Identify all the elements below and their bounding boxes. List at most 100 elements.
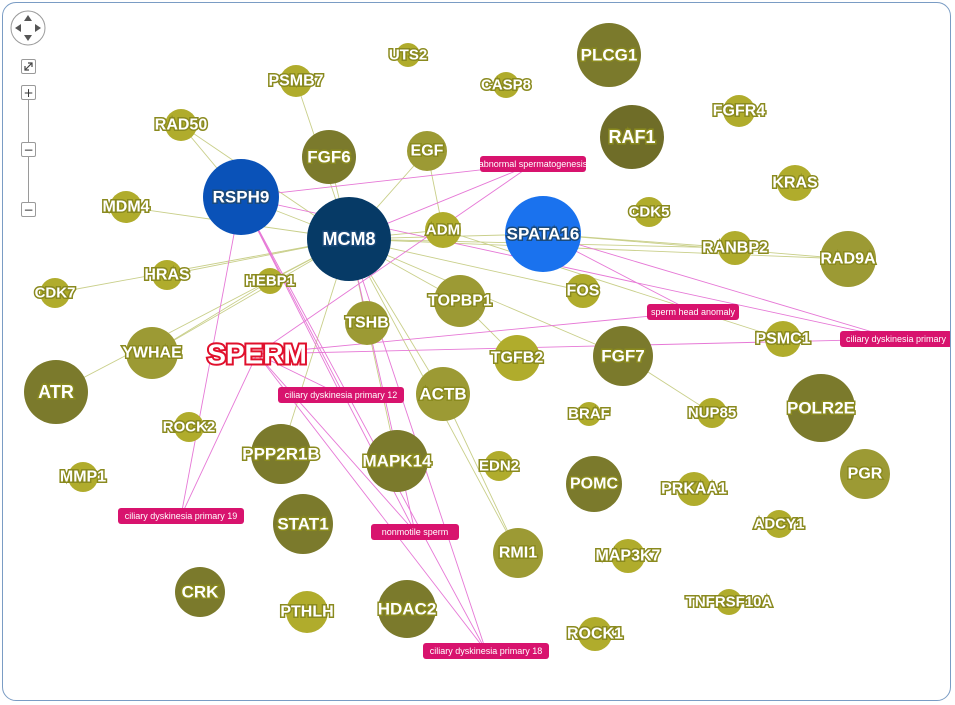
- node-circle: [484, 451, 514, 481]
- gene-node-topbp1[interactable]: TOPBP1: [427, 275, 493, 327]
- gene-node-braf[interactable]: BRAF: [567, 402, 611, 426]
- gene-node-actb[interactable]: ACTB: [416, 367, 470, 421]
- node-circle: [840, 449, 890, 499]
- gene-node-ranbp2[interactable]: RANBP2: [701, 231, 769, 265]
- node-label: HEBP1: [245, 273, 295, 290]
- phenotype-node-nonmotile-sperm[interactable]: nonmotile sperm: [371, 524, 459, 540]
- gene-node-fgfr4[interactable]: FGFR4: [711, 95, 767, 127]
- gene-node-tnfrsf10a[interactable]: TNFRSF10A: [684, 589, 774, 615]
- phenotype-box: [840, 331, 950, 347]
- node-circle: [765, 321, 801, 357]
- gene-node-pomc[interactable]: POMC: [566, 456, 622, 512]
- gene-node-plcg1[interactable]: PLCG1: [577, 23, 641, 87]
- node-circle: [493, 528, 543, 578]
- gene-node-crk[interactable]: CRK: [175, 567, 225, 617]
- gene-node-ywhae[interactable]: YWHAE: [121, 327, 184, 379]
- hub-node-rsph9[interactable]: RSPH9: [203, 159, 279, 235]
- node-label: CDK5: [629, 204, 670, 221]
- gene-node-rad9a[interactable]: RAD9A: [819, 231, 878, 287]
- gene-node-edn2[interactable]: EDN2: [477, 451, 521, 481]
- gene-node-psmc1[interactable]: PSMC1: [754, 321, 812, 357]
- gene-node-kras[interactable]: KRAS: [771, 165, 819, 201]
- gene-node-tgfb2[interactable]: TGFB2: [489, 335, 545, 381]
- phenotype-edge: [256, 353, 416, 533]
- gene-node-rad50[interactable]: RAD50: [153, 109, 209, 141]
- zoom-out-button[interactable]: −: [21, 202, 36, 217]
- gene-node-fgf6[interactable]: FGF6: [302, 130, 356, 184]
- gene-node-tshb[interactable]: TSHB: [344, 301, 390, 345]
- gene-node-map3k7[interactable]: MAP3K7: [594, 539, 662, 573]
- gene-node-hebp1[interactable]: HEBP1: [243, 268, 297, 294]
- phenotype-label: nonmotile sperm: [382, 527, 449, 537]
- node-circle: [434, 275, 486, 327]
- node-label: CASP8: [481, 77, 531, 94]
- gene-node-mapk14[interactable]: MAPK14: [361, 430, 434, 492]
- gene-node-hras[interactable]: HRAS: [143, 260, 191, 290]
- node-label: PLCG1: [581, 46, 638, 65]
- gene-node-cdk5[interactable]: CDK5: [627, 197, 671, 227]
- gene-node-nup85[interactable]: NUP85: [686, 398, 738, 428]
- pan-arrows-icon[interactable]: [10, 10, 46, 46]
- node-circle: [723, 95, 755, 127]
- fit-to-screen-button[interactable]: [21, 59, 36, 74]
- phenotype-edge: [256, 353, 487, 652]
- node-label: RAF1: [608, 127, 655, 147]
- gene-node-raf1[interactable]: RAF1: [600, 105, 664, 169]
- gene-node-egf[interactable]: EGF: [407, 131, 447, 171]
- query-term-sperm[interactable]: SPERM: [205, 337, 309, 372]
- phenotype-label: ciliary dyskinesia primary 18: [430, 646, 543, 656]
- phenotype-box: [371, 524, 459, 540]
- node-label: ADCY1: [754, 516, 805, 533]
- phenotype-node-ciliary-dyskinesia-primary[interactable]: ciliary dyskinesia primary: [840, 331, 950, 347]
- phenotype-node-ciliary-dyskinesia-primary-12[interactable]: ciliary dyskinesia primary 12: [278, 387, 404, 403]
- pan-control[interactable]: [10, 10, 46, 46]
- phenotype-edge: [180, 353, 258, 517]
- node-circle: [175, 567, 225, 617]
- gene-node-casp8[interactable]: CASP8: [479, 72, 533, 98]
- node-circle: [273, 494, 333, 554]
- gene-node-fgf7[interactable]: FGF7: [593, 326, 653, 386]
- gene-node-ppp2r1b[interactable]: PPP2R1B: [241, 424, 321, 484]
- phenotype-node-ciliary-dyskinesia-primary-18[interactable]: ciliary dyskinesia primary 18: [423, 643, 549, 659]
- gene-node-psmb7[interactable]: PSMB7: [267, 65, 325, 97]
- gene-node-rock1[interactable]: ROCK1: [565, 617, 625, 651]
- network-graph[interactable]: UTS2 PLCG1 PSMB7 CASP8 RAD50 RAF1 FGFR4 FGF6 EGF…: [3, 3, 950, 700]
- node-circle: [600, 105, 664, 169]
- zoom-in-button[interactable]: +: [21, 85, 36, 100]
- gene-node-atr[interactable]: ATR: [24, 360, 88, 424]
- gene-node-mmp1[interactable]: MMP1: [58, 462, 108, 492]
- gene-node-cdk7[interactable]: CDK7: [33, 278, 77, 308]
- phenotype-node-sperm-head-anomaly[interactable]: sperm head anomaly: [647, 304, 739, 320]
- gene-node-rmi1[interactable]: RMI1: [493, 528, 543, 578]
- node-circle: [203, 159, 279, 235]
- hub-node-mcm8[interactable]: MCM8: [307, 197, 391, 281]
- gene-node-hdac2[interactable]: HDAC2: [376, 580, 438, 638]
- node-label: TNFRSF10A: [686, 594, 773, 611]
- zoom-slider-handle[interactable]: −: [21, 142, 36, 157]
- node-circle: [718, 231, 752, 265]
- gene-node-adcy1[interactable]: ADCY1: [752, 510, 806, 538]
- gene-node-fos[interactable]: FOS: [565, 274, 601, 308]
- node-label: POLR2E: [787, 399, 855, 418]
- node-label: HRAS: [144, 267, 190, 284]
- node-label: MDM4: [102, 199, 149, 216]
- gene-node-adm[interactable]: ADM: [424, 212, 462, 248]
- gene-node-pthlh[interactable]: PTHLH: [279, 591, 335, 633]
- hub-node-spata16[interactable]: SPATA16: [505, 196, 581, 272]
- gene-edge: [442, 229, 784, 340]
- node-label: FGF6: [307, 148, 350, 167]
- gene-node-uts2[interactable]: UTS2: [387, 43, 429, 67]
- gene-node-mdm4[interactable]: MDM4: [101, 191, 151, 223]
- phenotype-node-abnormal-spermatogenesis[interactable]: abnormal spermatogenesis: [479, 156, 588, 172]
- phenotype-label: ciliary dyskinesia primary 12: [285, 390, 398, 400]
- node-label: MMP1: [60, 469, 106, 486]
- gene-node-rock2[interactable]: ROCK2: [161, 412, 217, 442]
- node-circle: [425, 212, 461, 248]
- gene-node-prkaa1[interactable]: PRKAA1: [660, 472, 728, 506]
- node-circle: [286, 591, 328, 633]
- phenotype-node-ciliary-dyskinesia-primary-19[interactable]: ciliary dyskinesia primary 19: [118, 508, 244, 524]
- gene-node-stat1[interactable]: STAT1: [273, 494, 333, 554]
- gene-node-polr2e[interactable]: POLR2E: [785, 374, 857, 442]
- gene-node-pgr[interactable]: PGR: [840, 449, 890, 499]
